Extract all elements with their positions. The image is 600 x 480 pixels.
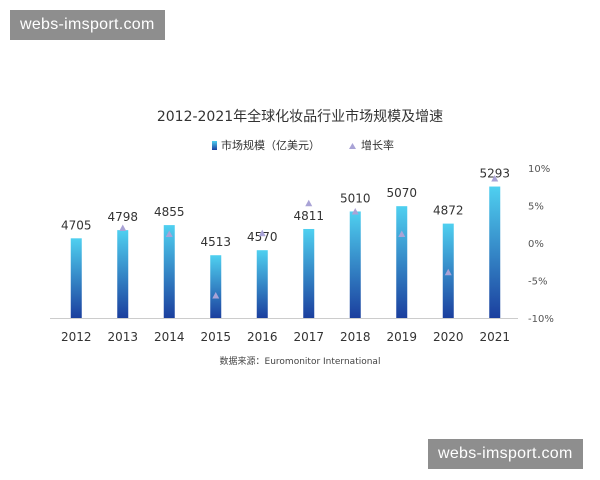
y-right-tick-label: 10% xyxy=(528,164,550,175)
x-tick-label: 2013 xyxy=(107,330,138,344)
bar-2017 xyxy=(303,228,315,318)
rate-marker-2017 xyxy=(305,199,313,207)
x-tick-label: 2012 xyxy=(61,330,92,344)
bar-value-label: 4705 xyxy=(61,218,92,232)
x-tick-label: 2021 xyxy=(479,330,510,344)
x-tick-label: 2015 xyxy=(200,330,231,344)
x-tick-label: 2014 xyxy=(154,330,185,344)
source-note: 数据来源：Euromonitor International xyxy=(220,355,381,367)
bar-2018 xyxy=(349,211,361,318)
legend-marker-label: 增长率 xyxy=(361,138,394,152)
y-right-tick-label: 5% xyxy=(528,202,544,213)
bar-2016 xyxy=(256,250,268,318)
rate-marker-2018 xyxy=(351,208,359,215)
legend-bar-label: 市场规模（亿美元） xyxy=(221,138,320,152)
bar-value-label: 4811 xyxy=(293,209,324,223)
watermark-bottom: webs-imsport.com xyxy=(428,439,583,469)
rate-marker-2020 xyxy=(444,268,452,276)
rate-marker-2015 xyxy=(212,292,220,299)
bar-2021 xyxy=(489,186,501,318)
x-tick-label: 2019 xyxy=(386,330,417,344)
watermark-top: webs-imsport.com xyxy=(10,10,165,40)
bar-value-label: 4855 xyxy=(154,205,185,219)
rate-marker-2013 xyxy=(119,224,127,231)
chart-title: 2012-2021年全球化妆品行业市场规模及增速 xyxy=(157,108,443,125)
bar-2013 xyxy=(117,230,129,318)
y-right-tick-label: -5% xyxy=(528,277,547,288)
bar-value-label: 5070 xyxy=(386,186,417,200)
x-tick-label: 2017 xyxy=(293,330,324,344)
rate-marker-2019 xyxy=(398,230,406,237)
rate-marker-2016 xyxy=(258,229,266,237)
y-right-tick-label: 0% xyxy=(528,239,544,250)
legend-bar-swatch xyxy=(212,141,217,150)
bar-value-label: 4798 xyxy=(107,210,138,224)
bar-2014 xyxy=(163,225,175,318)
bar-2012 xyxy=(70,238,82,318)
legend-marker-swatch xyxy=(349,143,356,149)
bar-value-label: 5010 xyxy=(340,191,371,205)
bar-2019 xyxy=(396,206,408,318)
bar-value-label: 5293 xyxy=(479,167,510,181)
y-right-tick-label: -10% xyxy=(528,314,554,325)
bar-value-label: 4570 xyxy=(247,230,278,244)
x-tick-label: 2020 xyxy=(433,330,464,344)
bar-value-label: 4513 xyxy=(200,235,231,249)
x-tick-label: 2018 xyxy=(340,330,371,344)
x-tick-label: 2016 xyxy=(247,330,278,344)
bar-2015 xyxy=(210,255,222,318)
rate-marker-2014 xyxy=(165,230,173,237)
rate-marker-2021 xyxy=(491,175,499,182)
bar-value-label: 4872 xyxy=(433,204,464,218)
